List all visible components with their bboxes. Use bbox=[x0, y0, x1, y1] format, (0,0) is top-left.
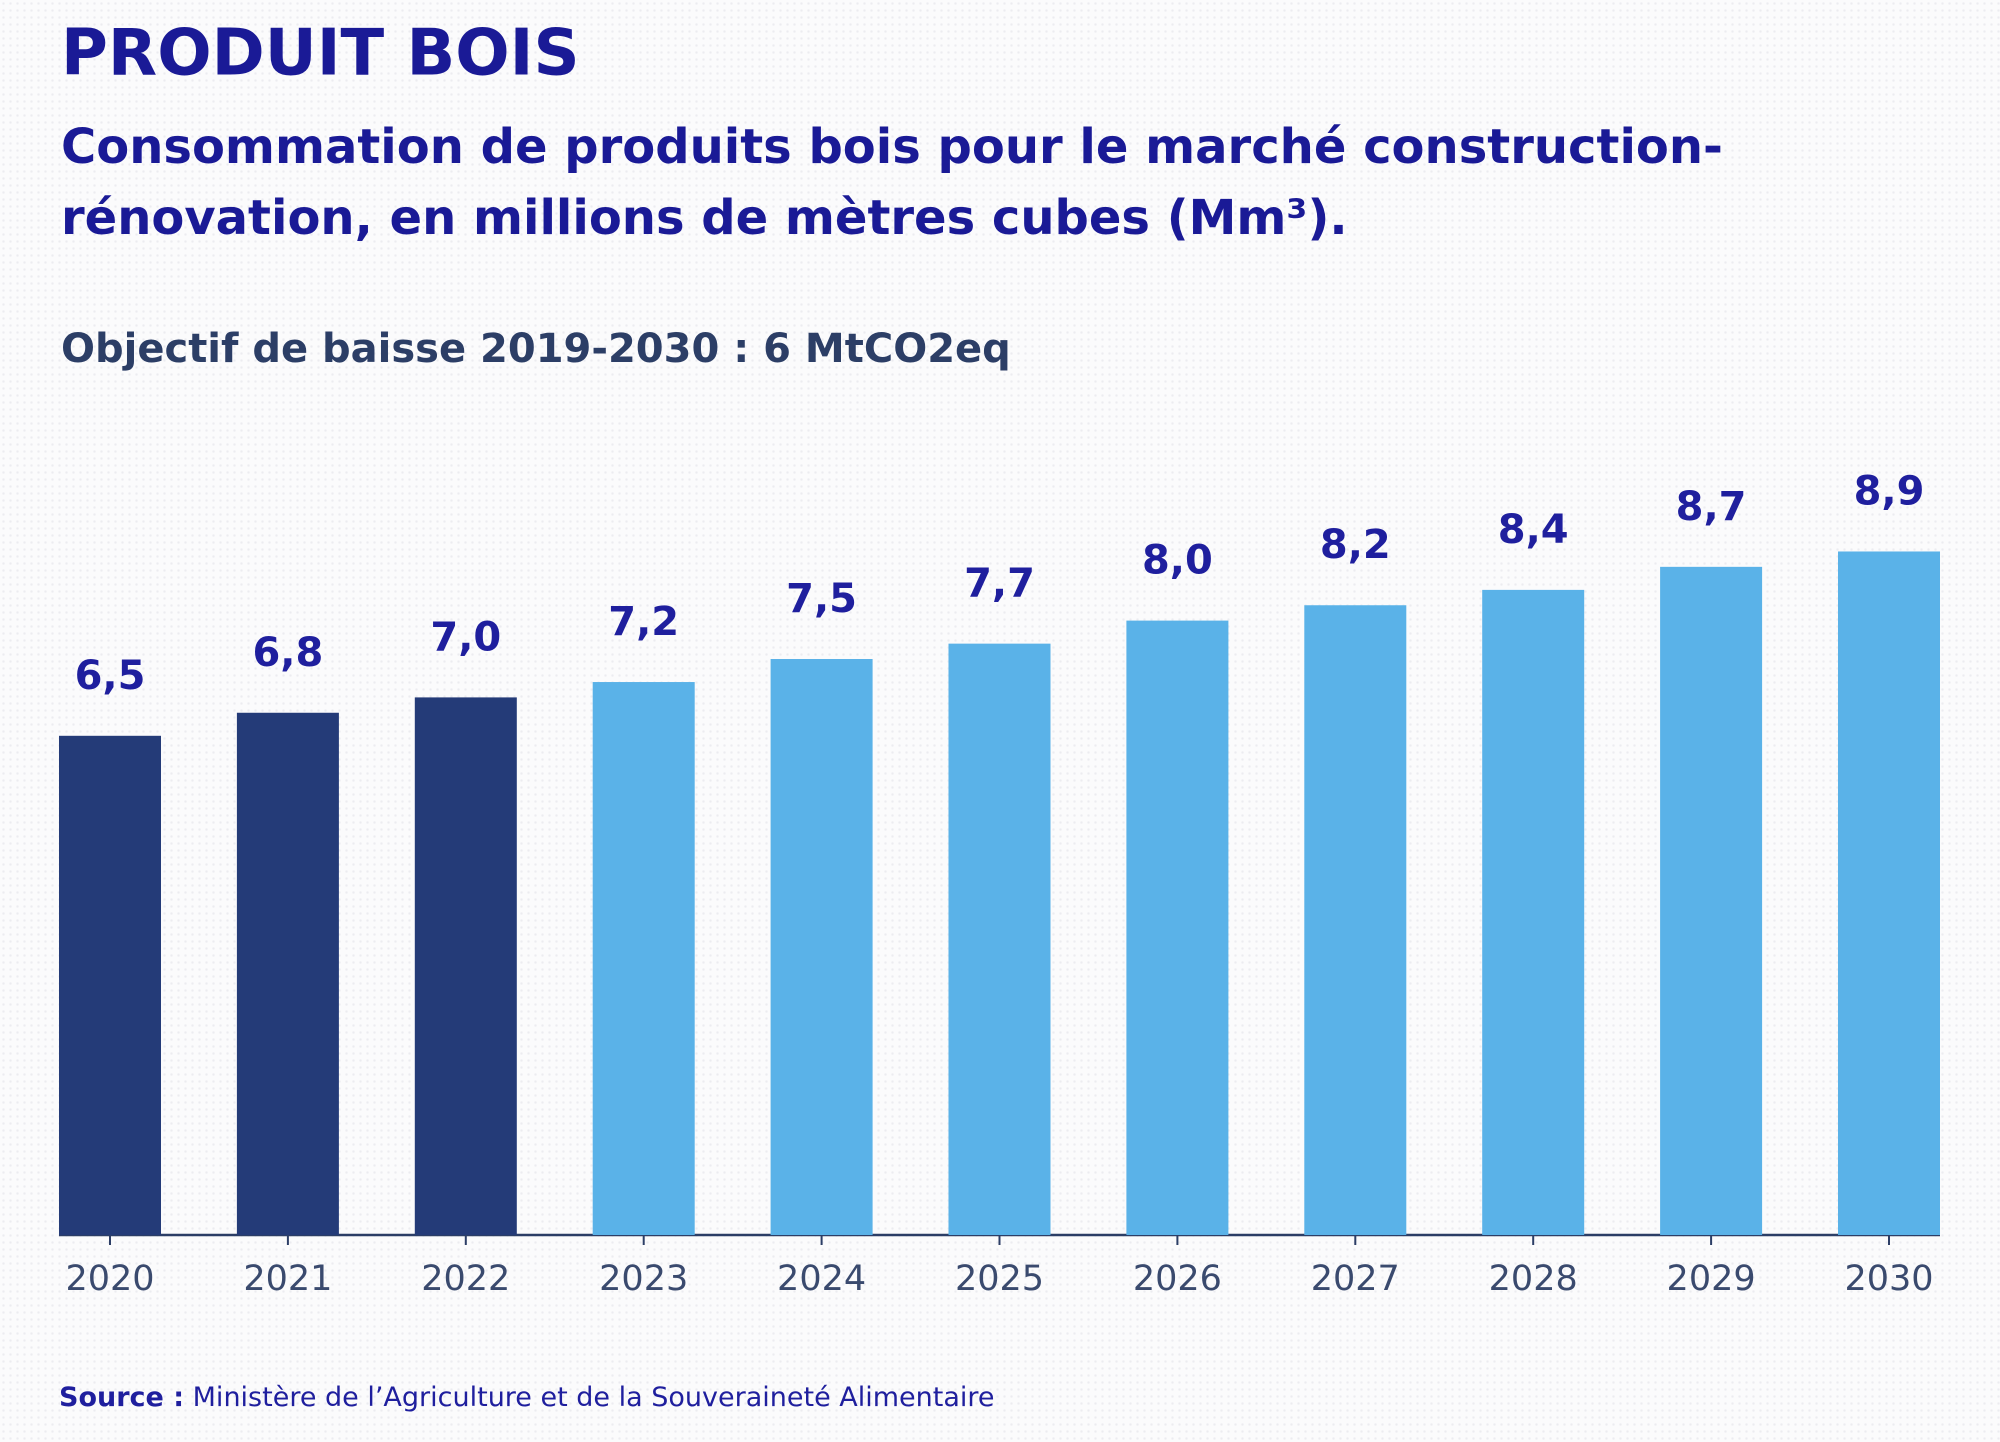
x-tick-label: 2021 bbox=[243, 1259, 332, 1299]
value-label: 7,5 bbox=[786, 576, 857, 622]
chart-subtitle: rénovation, en millions de mètres cubes … bbox=[61, 190, 1348, 246]
source-label: Source : bbox=[59, 1382, 184, 1413]
x-tick-label: 2024 bbox=[777, 1259, 866, 1299]
value-label: 8,0 bbox=[1142, 538, 1213, 584]
bar bbox=[414, 697, 517, 1235]
bar bbox=[1126, 620, 1229, 1235]
chart-title: PRODUIT BOIS bbox=[61, 17, 580, 91]
value-label: 6,8 bbox=[252, 630, 323, 676]
annotation: Objectif de baisse 2019-2030 : 6 MtCO2eq bbox=[61, 326, 1011, 372]
bar bbox=[770, 659, 873, 1235]
x-tick-label: 2026 bbox=[1133, 1259, 1222, 1299]
bar bbox=[592, 682, 695, 1235]
value-label: 7,2 bbox=[608, 599, 679, 645]
value-label: 8,4 bbox=[1498, 507, 1569, 553]
bar bbox=[1660, 566, 1763, 1235]
x-tick-label: 2030 bbox=[1844, 1259, 1933, 1299]
value-label: 6,5 bbox=[75, 653, 146, 699]
x-tick-label: 2029 bbox=[1667, 1259, 1756, 1299]
x-tick-label: 2027 bbox=[1311, 1259, 1400, 1299]
bar bbox=[1838, 551, 1940, 1235]
bar bbox=[948, 643, 1051, 1235]
x-tick-label: 2023 bbox=[599, 1259, 688, 1299]
bar bbox=[1304, 605, 1407, 1235]
x-tick-label: 2022 bbox=[421, 1259, 510, 1299]
x-tick-label: 2020 bbox=[65, 1259, 154, 1299]
bar bbox=[59, 735, 161, 1235]
x-tick-label: 2028 bbox=[1489, 1259, 1578, 1299]
value-label: 8,9 bbox=[1854, 468, 1925, 514]
source-text: Ministère de l’Agriculture et de la Souv… bbox=[193, 1382, 995, 1413]
value-label: 8,7 bbox=[1676, 484, 1747, 530]
source: Source : Ministère de l’Agriculture et d… bbox=[59, 1382, 995, 1413]
bar bbox=[1482, 589, 1585, 1235]
value-label: 7,7 bbox=[964, 561, 1035, 607]
chart-subtitle: Consommation de produits bois pour le ma… bbox=[61, 119, 1723, 175]
value-label: 8,2 bbox=[1320, 522, 1391, 568]
bar bbox=[236, 712, 339, 1235]
x-tick-label: 2025 bbox=[955, 1259, 1044, 1299]
value-label: 7,0 bbox=[430, 614, 501, 660]
